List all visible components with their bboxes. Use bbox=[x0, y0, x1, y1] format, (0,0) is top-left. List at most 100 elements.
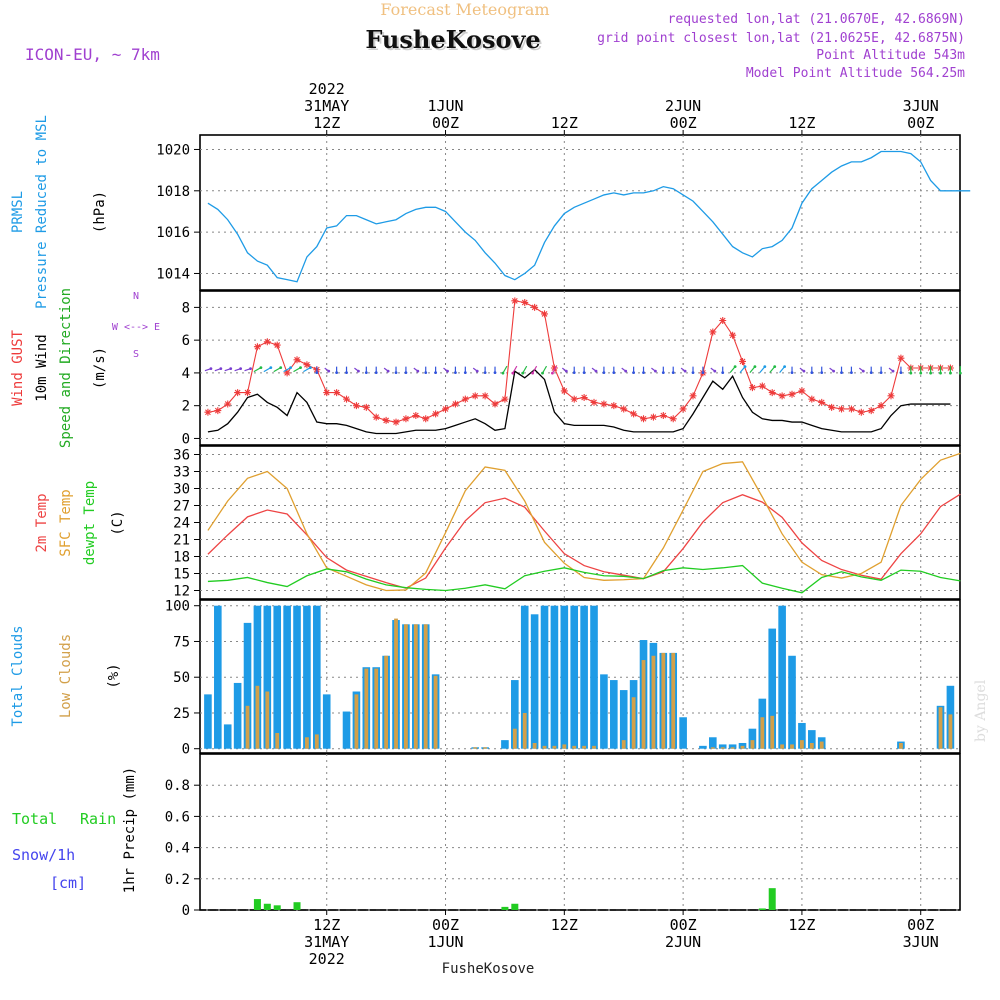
low-clouds-bar bbox=[641, 660, 646, 749]
wind-gust-marker bbox=[847, 405, 855, 413]
wind-gust-marker bbox=[451, 400, 459, 408]
total-clouds-bar bbox=[778, 605, 786, 749]
total-clouds-bar bbox=[233, 682, 242, 749]
y-tick-label: 0 bbox=[182, 431, 190, 447]
wind-direction-arrowhead bbox=[612, 371, 616, 375]
wind-direction-arrowhead bbox=[721, 371, 725, 375]
wind-gust-marker bbox=[253, 343, 261, 351]
wind-gust-marker bbox=[748, 384, 756, 392]
total-clouds-bar bbox=[530, 614, 539, 749]
wind-direction-arrowhead bbox=[404, 371, 408, 375]
temp-sfc-line bbox=[207, 452, 961, 592]
low-clouds-bar bbox=[522, 712, 527, 749]
wind-direction-arrowhead bbox=[463, 371, 467, 375]
bottom-axis-label: 00Z bbox=[432, 916, 459, 934]
wind-gust-marker bbox=[570, 395, 578, 403]
wind-gust-marker bbox=[244, 389, 252, 397]
low-clouds-bar bbox=[671, 652, 676, 749]
y-tick-label: 1018 bbox=[156, 184, 190, 200]
wind-direction-arrowhead bbox=[602, 371, 606, 375]
top-axis-label: 12Z bbox=[313, 114, 340, 132]
rain-bar bbox=[263, 903, 271, 910]
wind-direction-arrowhead bbox=[773, 365, 777, 369]
closest-coords: grid point closest lon,lat (21.0625E, 42… bbox=[597, 31, 965, 46]
top-axis-label: 12Z bbox=[788, 114, 815, 132]
low-clouds-bar bbox=[899, 742, 903, 749]
low-clouds-bar bbox=[819, 741, 824, 749]
total-clouds-bar bbox=[283, 605, 291, 749]
wind-direction-label: Speed and Direction bbox=[58, 288, 74, 448]
bottom-axis-label: 1JUN bbox=[427, 933, 463, 951]
total-clouds-bar bbox=[709, 737, 717, 749]
y-tick-label: 0.4 bbox=[165, 841, 190, 857]
wind-gust-marker bbox=[343, 395, 351, 403]
wind-gust-marker bbox=[234, 389, 242, 397]
wind-gust-marker bbox=[867, 407, 875, 415]
wind-direction-arrowhead bbox=[909, 371, 913, 375]
total-clouds-bar bbox=[263, 605, 272, 749]
total-clouds-bar bbox=[550, 605, 559, 749]
wind-direction-arrowhead bbox=[386, 369, 390, 373]
panel-frame-precipitation bbox=[199, 753, 961, 911]
wind-gust-marker bbox=[263, 338, 271, 346]
wind-gust-line bbox=[207, 300, 951, 423]
wind-gust-marker bbox=[788, 390, 796, 398]
total-clouds-bar bbox=[540, 605, 549, 749]
wind-direction-arrowhead bbox=[493, 371, 497, 375]
low-clouds-bar bbox=[800, 740, 804, 749]
wind-gust-marker bbox=[818, 398, 826, 406]
top-axis-label: 00Z bbox=[432, 114, 459, 132]
low-clouds-bar bbox=[265, 691, 270, 749]
y-tick-label: 18 bbox=[173, 550, 190, 566]
model-name: ICON-EU, ~ 7km bbox=[25, 45, 160, 64]
rain-bar bbox=[501, 906, 509, 910]
low-clouds-bar bbox=[720, 747, 725, 749]
total-clouds-bar bbox=[718, 744, 727, 749]
wind-direction-arrowhead bbox=[374, 371, 378, 375]
wind-gust-marker bbox=[590, 398, 598, 406]
low-clouds-bar bbox=[305, 737, 309, 749]
wind-direction-arrowhead bbox=[357, 369, 360, 373]
low-clouds-bar bbox=[364, 668, 369, 749]
panel-frame-clouds bbox=[199, 599, 961, 754]
wind-gust-marker bbox=[521, 298, 529, 306]
low-clouds-bar bbox=[592, 745, 596, 749]
y-tick-label: 0.8 bbox=[165, 778, 190, 794]
wind-direction-arrowhead bbox=[642, 371, 645, 375]
y-tick-label: 21 bbox=[173, 533, 190, 549]
snow-unit: [cm] bbox=[50, 874, 86, 892]
top-axis-label: 31MAY bbox=[304, 97, 349, 115]
wind-direction-arrowhead bbox=[861, 369, 865, 373]
low-clouds-bar bbox=[255, 685, 260, 749]
wind-gust-marker bbox=[560, 387, 568, 395]
wind-direction-arrowhead bbox=[564, 369, 568, 373]
rain-label-a: Total bbox=[12, 810, 57, 828]
total-clouds-bar bbox=[808, 730, 816, 749]
y-tick-label: 1020 bbox=[156, 142, 190, 158]
wind-gust-marker bbox=[531, 303, 539, 311]
wind-gust-marker bbox=[679, 405, 687, 413]
wind-gust-marker bbox=[293, 356, 301, 364]
total-clouds-bar bbox=[600, 674, 608, 749]
rain-bar bbox=[768, 888, 776, 910]
wind-gust-marker bbox=[659, 412, 667, 420]
wind-direction-arrowhead bbox=[345, 371, 348, 375]
compass-ew: W <--> E bbox=[112, 322, 160, 333]
footer-title: FusheKosove bbox=[442, 961, 535, 977]
wind-direction-arrowhead bbox=[783, 365, 787, 369]
wind-direction-arrowhead bbox=[582, 371, 586, 375]
wind-direction-arrowhead bbox=[279, 366, 283, 370]
wind-gust-marker bbox=[550, 364, 558, 372]
wind-gust-marker bbox=[392, 418, 400, 426]
low-clouds-bar bbox=[532, 742, 537, 749]
wind-direction-arrowhead bbox=[832, 369, 836, 373]
wind-gust-marker bbox=[758, 382, 766, 390]
requested-coords: requested lon,lat (21.0670E, 42.6869N) bbox=[668, 12, 965, 27]
y-tick-label: 1016 bbox=[156, 225, 190, 241]
wind-gust-marker bbox=[352, 402, 360, 410]
low-clouds-bar bbox=[621, 740, 626, 749]
wind-gust-marker bbox=[412, 412, 420, 420]
wind-gust-marker bbox=[828, 403, 836, 411]
